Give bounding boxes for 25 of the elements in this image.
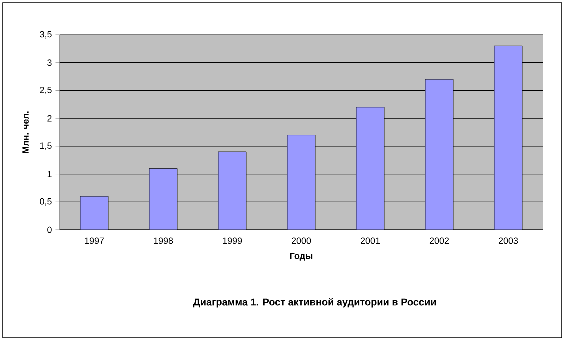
bar [149, 168, 178, 230]
y-tick-label: 1 [48, 171, 52, 178]
bar [218, 152, 247, 230]
y-tick-label: 2 [48, 115, 52, 122]
x-tick-label: 2000 [292, 238, 312, 244]
x-axis-title: Годы [290, 252, 313, 261]
bar [494, 46, 523, 230]
y-tick-label: 3 [48, 60, 52, 66]
x-tick-label: 1998 [154, 238, 174, 244]
bar [80, 196, 109, 230]
bar [356, 107, 385, 230]
y-axis-title: Млн. чел. [22, 112, 29, 154]
y-tick-label: 0 [48, 226, 52, 234]
text: Диаграмма 1. Рост активной аудитории в России [193, 298, 436, 308]
bar [287, 135, 316, 230]
x-tick-label: 1997 [85, 238, 104, 244]
x-tick-label: 2002 [430, 238, 450, 244]
x-tick-label: 1999 [223, 238, 242, 244]
y-tick-label: 2,5 [40, 87, 52, 94]
x-tick-label: 2001 [360, 238, 380, 244]
bar [425, 79, 454, 230]
y-tick-label: 1,5 [40, 142, 52, 150]
x-tick-label: 2003 [498, 238, 518, 244]
y-tick-label: 0,5 [40, 198, 52, 206]
y-tick-label: 3,5 [40, 31, 52, 39]
